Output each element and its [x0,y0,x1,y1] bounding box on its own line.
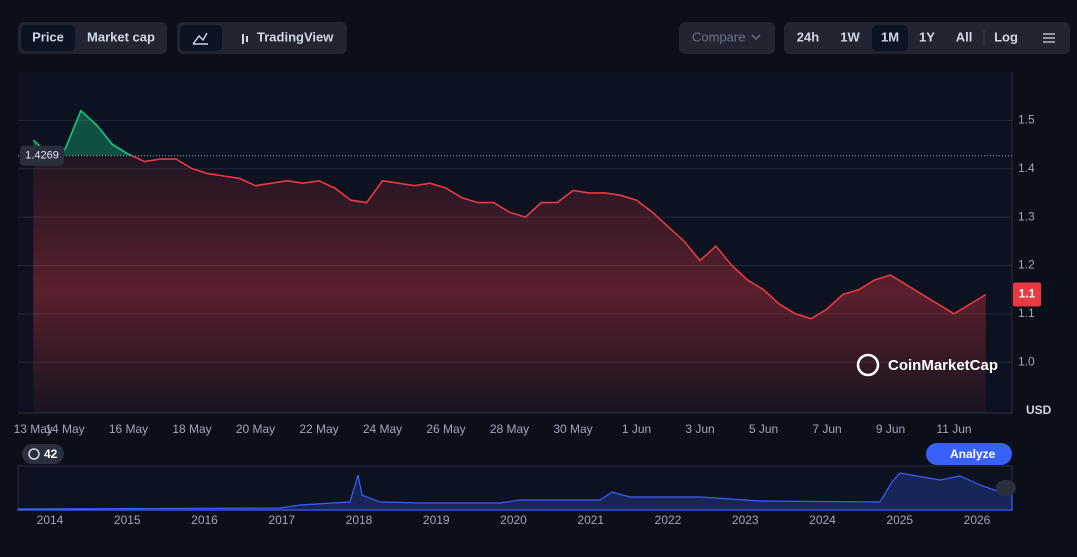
reference-tag-box [20,145,64,166]
x-tick-label: 3 Jun [685,422,714,436]
x-tick-label: 11 Jun [936,422,971,436]
year-label: 2023 [732,513,759,527]
year-label: 2026 [964,513,991,527]
x-tick-label: 24 May [363,422,402,436]
year-label: 2022 [655,513,682,527]
x-tick-label: 28 May [490,422,529,436]
x-tick-label: 9 Jun [876,422,905,436]
chevron [751,34,761,41]
price-tag-box [1013,282,1041,307]
y-tick-label: 1.3 [1018,209,1035,223]
price-line [129,155,987,320]
reference-tag: 1.4269 [25,150,59,162]
year-label: 2015 [114,513,141,527]
navigator-handle[interactable] [996,480,1016,496]
log-button[interactable]: Log [994,29,1018,44]
x-tick-label: 16 May [109,422,148,436]
range-active[interactable] [872,25,908,51]
analyze[interactable]: Analyze [950,447,996,461]
y-tick-label: 1.2 [1018,258,1035,272]
history-icon [28,448,40,460]
year-label: 2020 [500,513,527,527]
badge-count[interactable]: 42 [44,447,58,461]
price-tag: 1.1 [1019,287,1036,301]
range-button[interactable]: 1Y [919,29,935,44]
tradingview[interactable]: TradingView [257,29,334,44]
x-tick-label: 1 Jun [622,422,651,436]
range-button[interactable]: 24h [797,29,819,44]
tab[interactable]: Price [32,29,64,44]
x-tick-label: 18 May [172,422,211,436]
range-button[interactable]: 1W [840,29,860,44]
navigator [17,465,1013,511]
area-below [33,155,986,413]
x-tick-label: 30 May [553,422,592,436]
line-icon [192,32,208,45]
year-label: 2024 [809,513,836,527]
y-tick-label: 1.5 [1018,113,1035,127]
year-label: 2021 [577,513,604,527]
year-label: 2025 [886,513,913,527]
range-button[interactable]: All [956,29,973,44]
y-tick-label: 1.1 [1018,306,1035,320]
y-tick-label: 1.0 [1018,354,1035,368]
year-label: 2016 [191,513,218,527]
compare[interactable]: Compare [692,29,745,44]
year-label: 2014 [37,513,64,527]
x-tick-label: 13 May [14,422,53,436]
x-tick-label: 22 May [299,422,338,436]
brand-logo [856,353,880,377]
tab[interactable]: Market cap [87,29,155,44]
brand: CoinMarketCap [888,357,998,374]
analyze-button[interactable] [926,443,1012,465]
x-tick-label: 5 Jun [749,422,778,436]
x-tick-label: 26 May [426,422,465,436]
tab-active[interactable] [21,25,75,51]
currency: USD [1026,403,1052,417]
x-tick-label: 14 May [45,422,84,436]
range-group [784,22,1070,54]
settings-icon[interactable] [1043,33,1055,43]
range-button[interactable]: 1M [881,29,899,44]
x-tick-label: 20 May [236,422,275,436]
year-label: 2019 [423,513,450,527]
year-label: 2018 [346,513,373,527]
candle-icon [242,34,248,44]
year-label: 2017 [268,513,295,527]
y-tick-label: 1.4 [1018,161,1035,175]
x-tick-label: 7 Jun [812,422,841,436]
compare-button[interactable] [679,22,775,54]
